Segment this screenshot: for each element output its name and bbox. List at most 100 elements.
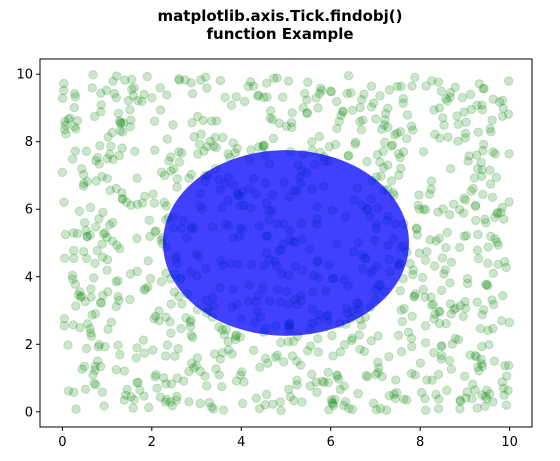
scatter-point: [272, 350, 282, 361]
scatter-point: [433, 404, 444, 414]
scatter-point: [125, 105, 135, 115]
scatter-point: [460, 133, 471, 143]
scatter-point: [503, 109, 514, 119]
scatter-point: [96, 88, 106, 98]
scatter-point: [258, 142, 268, 152]
scatter-point: [436, 341, 446, 351]
scatter-point: [363, 372, 373, 382]
scatter-point: [72, 116, 83, 126]
scatter-point: [469, 173, 480, 183]
scatter-point: [230, 148, 240, 158]
scatter-point: [125, 294, 135, 305]
scatter-point: [143, 256, 153, 266]
scatter-point: [97, 387, 108, 397]
scatter-point: [223, 336, 233, 347]
scatter-point: [104, 220, 115, 230]
scatter-point: [442, 96, 452, 106]
scatter-point: [187, 89, 198, 99]
scatter-point: [91, 379, 101, 390]
scatter-point: [209, 349, 220, 359]
scatter-point: [223, 149, 233, 159]
x-axis-ticks: 0 2 4 6 8 10: [58, 427, 518, 450]
scatter-point: [91, 176, 101, 186]
scatter-point: [377, 124, 387, 135]
scatter-point: [259, 140, 269, 151]
scatter-point: [326, 87, 336, 97]
scatter-point: [81, 146, 92, 156]
scatter-point: [193, 149, 203, 159]
scatter-point: [315, 83, 326, 93]
scatter-point: [67, 270, 78, 281]
scatter-point: [486, 231, 496, 242]
y-tick-label: 0: [25, 405, 33, 420]
scatter-point: [70, 89, 80, 99]
scatter-point: [442, 385, 452, 396]
scatter-point: [162, 134, 172, 144]
scatter-point: [195, 398, 205, 409]
scatter-point: [151, 369, 161, 380]
scatter-point: [295, 360, 306, 370]
scatter-point: [406, 368, 417, 379]
scatter-point: [187, 117, 197, 128]
scatter-point: [386, 141, 397, 151]
scatter-point: [227, 349, 237, 359]
scatter-point: [114, 295, 124, 306]
scatter-point: [133, 95, 143, 106]
scatter-point: [219, 330, 230, 340]
scatter-point: [504, 360, 514, 371]
scatter-point: [477, 165, 487, 175]
scatter-point: [199, 146, 209, 156]
scatter-point: [103, 132, 113, 142]
scatter-point: [113, 275, 123, 286]
scatter-point: [473, 253, 484, 264]
scatter-point: [108, 76, 118, 87]
scatter-point: [355, 102, 365, 113]
scatter-point: [359, 346, 370, 357]
scatter-point: [474, 366, 484, 376]
scatter-point: [399, 394, 409, 404]
scatter-point: [181, 313, 191, 323]
scatter-point: [395, 127, 406, 137]
scatter-point: [339, 400, 349, 411]
scatter-point: [491, 172, 501, 183]
scatter-point: [59, 321, 70, 331]
scatter-point: [445, 92, 455, 102]
scatter-point: [260, 400, 270, 410]
scatter-point: [408, 265, 418, 275]
scatter-point: [483, 280, 493, 291]
x-tick-label: 6: [327, 435, 335, 450]
scatter-point: [232, 143, 242, 154]
scatter-point: [339, 381, 349, 391]
scatter-point: [160, 351, 171, 361]
scatter-point: [338, 106, 348, 116]
scatter-point: [144, 402, 154, 413]
scatter-point: [476, 157, 486, 168]
scatter-point: [483, 325, 493, 336]
scatter-point: [94, 339, 104, 350]
scatter-point: [450, 82, 460, 92]
scatter-point: [313, 334, 323, 344]
scatter-point: [211, 116, 222, 126]
scatter-point: [396, 163, 406, 174]
scatter-point: [369, 98, 379, 108]
scatter-point: [408, 269, 418, 280]
scatter-point: [237, 367, 247, 377]
scatter-point: [111, 301, 121, 312]
scatter-point: [154, 306, 164, 316]
scatter-point: [107, 236, 118, 246]
scatter-point: [305, 381, 315, 391]
scatter-point: [189, 132, 199, 142]
scatter-point: [131, 353, 141, 363]
scatter-point: [441, 318, 451, 329]
scatter-point: [449, 304, 459, 315]
scatter-point: [493, 259, 503, 269]
scatter-point: [78, 181, 89, 191]
scatter-point: [265, 113, 275, 123]
scatter-point: [459, 193, 469, 203]
scatter-point: [314, 88, 325, 99]
scatter-point: [165, 317, 175, 327]
scatter-point: [350, 139, 360, 149]
scatter-point: [361, 370, 371, 381]
scatter-point: [98, 229, 109, 239]
